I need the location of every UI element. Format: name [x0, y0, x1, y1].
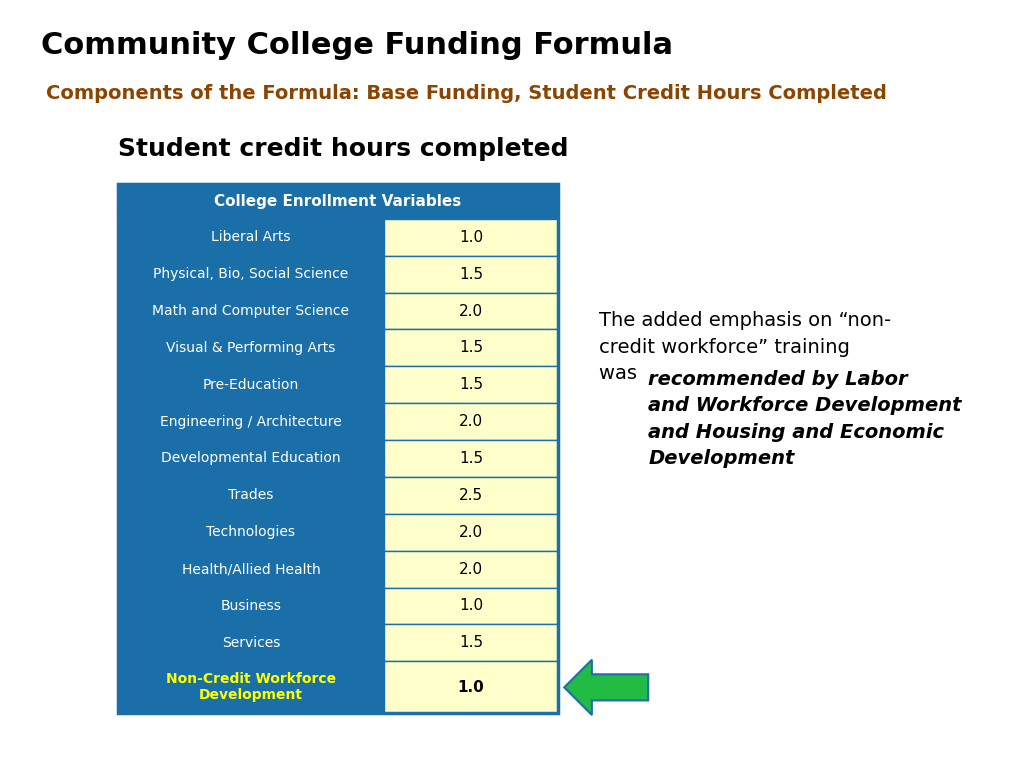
Text: Physical, Bio, Social Science: Physical, Bio, Social Science	[154, 267, 348, 281]
Text: 1.5: 1.5	[459, 451, 483, 466]
Bar	[384, 403, 558, 440]
Text: The added emphasis on “non-
credit workforce” training
was: The added emphasis on “non- credit workf…	[599, 311, 891, 383]
Text: Visual & Performing Arts: Visual & Performing Arts	[166, 341, 336, 355]
Bar	[118, 329, 384, 366]
Text: Pre-Education: Pre-Education	[203, 378, 299, 392]
Bar	[384, 588, 558, 624]
Bar	[384, 293, 558, 329]
Text: 2.0: 2.0	[459, 414, 483, 429]
Bar	[118, 514, 384, 551]
Text: Business: Business	[220, 599, 282, 613]
Bar	[384, 219, 558, 256]
Text: 1.0: 1.0	[459, 230, 483, 245]
Text: Developmental Education: Developmental Education	[161, 452, 341, 465]
Text: 1.0: 1.0	[458, 680, 484, 695]
Bar	[384, 329, 558, 366]
Text: Engineering / Architecture: Engineering / Architecture	[160, 415, 342, 429]
Bar	[118, 477, 384, 514]
Text: Technologies: Technologies	[207, 525, 295, 539]
Bar	[118, 184, 558, 713]
Bar	[118, 366, 384, 403]
Text: Services: Services	[221, 636, 281, 650]
Text: 1.5: 1.5	[459, 340, 483, 356]
Text: Components of the Formula: Base Funding, Student Credit Hours Completed: Components of the Formula: Base Funding,…	[46, 84, 887, 104]
Text: Student credit hours completed: Student credit hours completed	[118, 137, 568, 161]
Text: Math and Computer Science: Math and Computer Science	[153, 304, 349, 318]
Bar	[118, 293, 384, 329]
Text: College Enrollment Variables: College Enrollment Variables	[214, 194, 462, 209]
Bar	[384, 256, 558, 293]
Bar	[118, 551, 384, 588]
Text: 2.0: 2.0	[459, 303, 483, 319]
Bar	[384, 551, 558, 588]
Text: Health/Allied Health: Health/Allied Health	[181, 562, 321, 576]
Bar	[118, 624, 384, 661]
Bar	[384, 477, 558, 514]
Text: 2.5: 2.5	[459, 488, 483, 503]
Bar	[384, 366, 558, 403]
Bar	[118, 661, 384, 713]
Text: Trades: Trades	[228, 488, 273, 502]
Bar	[118, 184, 558, 219]
Bar	[384, 661, 558, 713]
Text: 1.5: 1.5	[459, 635, 483, 650]
Text: 1.5: 1.5	[459, 266, 483, 282]
Text: recommended by Labor
and Workforce Development
and Housing and Economic
Developm: recommended by Labor and Workforce Devel…	[648, 369, 962, 468]
Bar	[384, 624, 558, 661]
Text: 1.0: 1.0	[459, 598, 483, 614]
Bar	[118, 403, 384, 440]
Text: 2.0: 2.0	[459, 561, 483, 577]
Bar	[118, 256, 384, 293]
Bar	[384, 440, 558, 477]
Text: Non-Credit Workforce
Development: Non-Credit Workforce Development	[166, 672, 336, 703]
Text: Liberal Arts: Liberal Arts	[211, 230, 291, 244]
Bar	[118, 440, 384, 477]
Bar	[118, 588, 384, 624]
Bar	[384, 514, 558, 551]
Polygon shape	[564, 660, 648, 715]
Text: 2.0: 2.0	[459, 525, 483, 540]
Bar	[118, 219, 384, 256]
Text: 1.5: 1.5	[459, 377, 483, 392]
Text: Community College Funding Formula: Community College Funding Formula	[41, 31, 673, 60]
